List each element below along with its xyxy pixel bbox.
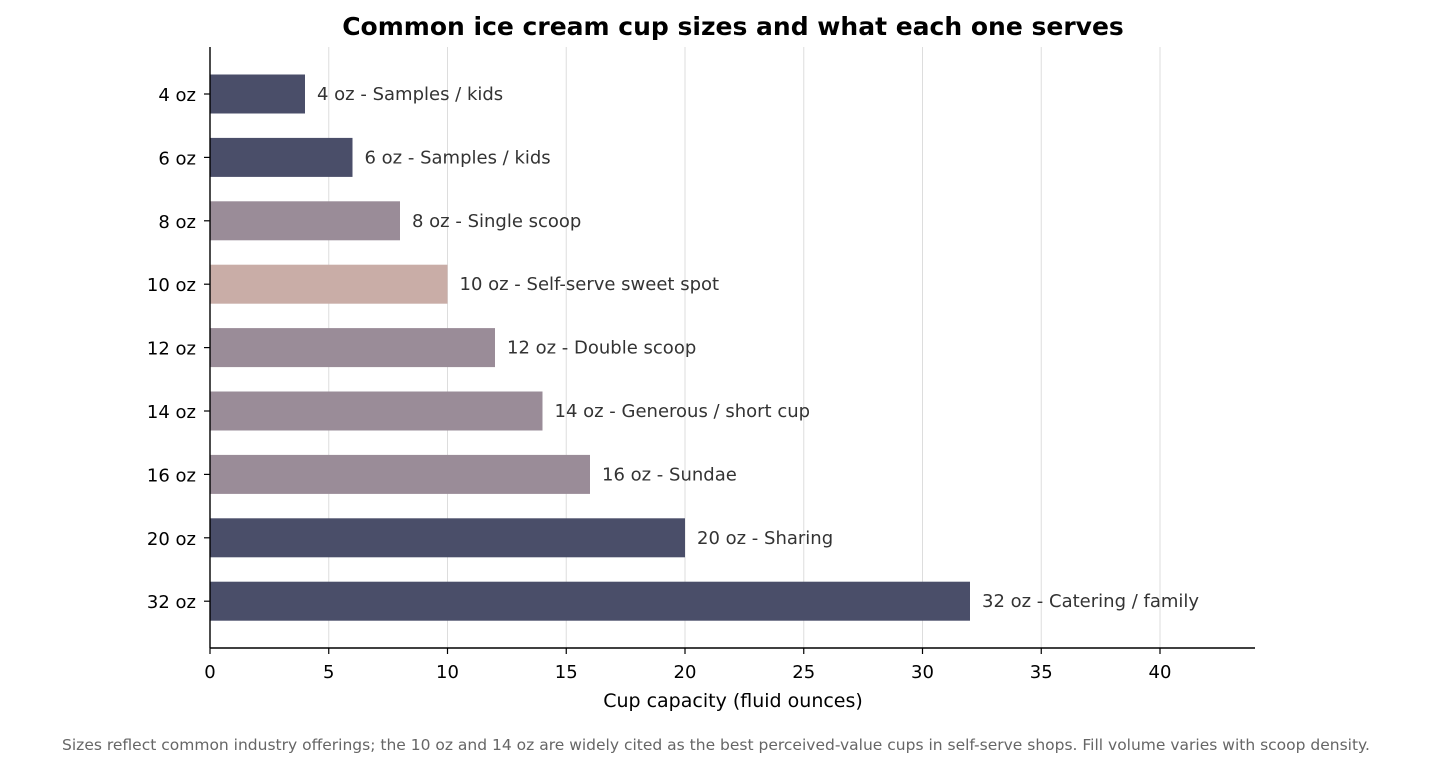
chart-caption: Sizes reflect common industry offerings;… <box>62 736 1370 754</box>
x-tick-label: 20 <box>674 662 697 683</box>
x-tick-label: 30 <box>911 662 934 683</box>
bar-value-label: 12 oz - Double scoop <box>507 338 696 359</box>
bar-value-label: 4 oz - Samples / kids <box>317 84 503 105</box>
x-tick-label: 5 <box>323 662 334 683</box>
bar <box>210 454 590 494</box>
bar-value-label: 20 oz - Sharing <box>697 528 833 549</box>
y-tick-label: 10 oz <box>147 275 196 296</box>
y-tick-label: 8 oz <box>158 212 196 233</box>
bar <box>210 137 353 177</box>
axis-layer: 4 oz 6 oz 8 oz 10 oz 12 oz 14 oz 16 oz 20 oz 32 … <box>147 47 1255 683</box>
bar-value-label: 6 oz - Samples / kids <box>365 147 551 168</box>
x-tick-label: 35 <box>1030 662 1053 683</box>
x-tick-label: 15 <box>555 662 578 683</box>
y-tick-label: 20 oz <box>147 529 196 550</box>
x-axis-label: Cup capacity (fluid ounces) <box>603 690 863 712</box>
x-tick-label: 25 <box>792 662 815 683</box>
x-tick-label: 10 <box>436 662 459 683</box>
bar <box>210 518 685 558</box>
bar-layer <box>210 74 970 621</box>
bar-value-label: 8 oz - Single scoop <box>412 211 581 232</box>
bar <box>210 264 448 304</box>
x-tick-label: 40 <box>1149 662 1172 683</box>
y-tick-label: 32 oz <box>147 592 196 613</box>
x-tick-label: 0 <box>204 662 215 683</box>
bar <box>210 581 970 621</box>
y-tick-label: 6 oz <box>158 148 196 169</box>
bar-value-label: 32 oz - Catering / family <box>982 591 1199 612</box>
bar-value-label: 10 oz - Self-serve sweet spot <box>460 274 720 295</box>
bar-value-label: 14 oz - Generous / short cup <box>555 401 811 422</box>
data-label-layer: 4 oz - Samples / kids 6 oz - Samples / ki… <box>317 84 1199 612</box>
bar <box>210 391 543 431</box>
bar <box>210 201 400 241</box>
bar <box>210 328 495 368</box>
grid-layer <box>328 47 1161 648</box>
chart-title: Common ice cream cup sizes and what each… <box>342 12 1124 41</box>
y-tick-label: 4 oz <box>158 85 196 106</box>
y-tick-label: 14 oz <box>147 402 196 423</box>
bar <box>210 74 305 114</box>
y-tick-label: 12 oz <box>147 339 196 360</box>
bar-value-label: 16 oz - Sundae <box>602 464 737 485</box>
y-tick-label: 16 oz <box>147 465 196 486</box>
